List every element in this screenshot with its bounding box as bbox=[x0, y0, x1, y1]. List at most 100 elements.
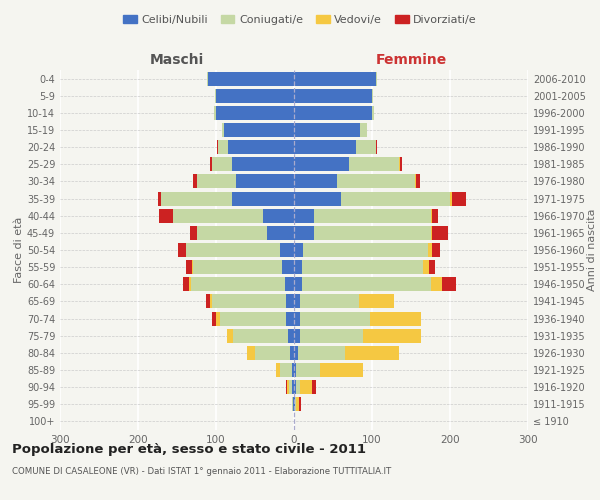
Bar bbox=[300, 294, 359, 308]
Bar bbox=[376, 72, 377, 86]
Bar bbox=[292, 363, 294, 377]
Bar bbox=[185, 260, 192, 274]
Bar bbox=[431, 208, 432, 222]
Bar bbox=[187, 243, 280, 257]
Bar bbox=[283, 260, 294, 274]
Bar bbox=[286, 294, 294, 308]
Bar bbox=[296, 363, 320, 377]
Text: Anni di nascita: Anni di nascita bbox=[587, 209, 597, 291]
Bar bbox=[294, 312, 300, 326]
Bar bbox=[290, 346, 294, 360]
Bar bbox=[216, 106, 294, 120]
Bar bbox=[183, 278, 190, 291]
Bar bbox=[286, 312, 294, 326]
Bar bbox=[161, 192, 232, 205]
Text: Femmine: Femmine bbox=[376, 54, 446, 68]
Bar bbox=[216, 312, 220, 326]
Bar bbox=[206, 294, 210, 308]
Text: COMUNE DI CASALEONE (VR) - Dati ISTAT 1° gennaio 2011 - Elaborazione TUTTITALIA.: COMUNE DI CASALEONE (VR) - Dati ISTAT 1°… bbox=[12, 468, 391, 476]
Bar bbox=[294, 363, 296, 377]
Bar bbox=[210, 294, 212, 308]
Bar bbox=[294, 208, 314, 222]
Bar bbox=[360, 123, 367, 137]
Bar bbox=[212, 312, 216, 326]
Bar bbox=[359, 294, 394, 308]
Bar bbox=[294, 123, 360, 137]
Bar bbox=[296, 380, 300, 394]
Bar bbox=[293, 398, 294, 411]
Bar bbox=[294, 140, 356, 154]
Bar bbox=[280, 243, 294, 257]
Bar bbox=[294, 88, 372, 102]
Bar bbox=[416, 174, 419, 188]
Bar bbox=[372, 106, 374, 120]
Bar bbox=[431, 278, 442, 291]
Bar bbox=[192, 260, 193, 274]
Bar bbox=[185, 243, 187, 257]
Bar bbox=[298, 346, 344, 360]
Bar bbox=[255, 346, 290, 360]
Bar bbox=[299, 398, 301, 411]
Bar bbox=[286, 380, 287, 394]
Bar bbox=[431, 226, 432, 240]
Bar bbox=[288, 328, 294, 342]
Bar bbox=[190, 226, 197, 240]
Text: Maschi: Maschi bbox=[150, 54, 204, 68]
Bar bbox=[294, 226, 314, 240]
Bar bbox=[432, 208, 438, 222]
Bar bbox=[314, 226, 431, 240]
Bar bbox=[233, 328, 288, 342]
Bar bbox=[356, 140, 376, 154]
Bar bbox=[218, 140, 228, 154]
Bar bbox=[432, 226, 448, 240]
Bar bbox=[266, 226, 294, 240]
Bar bbox=[214, 106, 216, 120]
Bar bbox=[400, 158, 403, 172]
Bar bbox=[312, 380, 316, 394]
Bar bbox=[362, 328, 421, 342]
Bar bbox=[294, 72, 376, 86]
Bar bbox=[370, 312, 421, 326]
Bar bbox=[276, 363, 280, 377]
Bar bbox=[320, 363, 362, 377]
Bar bbox=[349, 158, 400, 172]
Bar bbox=[300, 380, 312, 394]
Bar bbox=[222, 123, 224, 137]
Bar bbox=[212, 158, 232, 172]
Bar bbox=[247, 346, 255, 360]
Bar bbox=[415, 174, 416, 188]
Bar bbox=[294, 260, 302, 274]
Bar bbox=[376, 140, 377, 154]
Bar bbox=[232, 158, 294, 172]
Bar bbox=[423, 260, 429, 274]
Bar bbox=[210, 158, 212, 172]
Bar bbox=[432, 243, 440, 257]
Bar bbox=[193, 174, 197, 188]
Bar bbox=[294, 294, 300, 308]
Bar bbox=[294, 346, 298, 360]
Bar bbox=[159, 208, 173, 222]
Bar bbox=[337, 174, 415, 188]
Bar bbox=[224, 123, 294, 137]
Bar bbox=[304, 243, 428, 257]
Bar bbox=[228, 140, 294, 154]
Bar bbox=[208, 72, 294, 86]
Bar bbox=[193, 260, 283, 274]
Bar bbox=[190, 278, 191, 291]
Bar bbox=[450, 192, 452, 205]
Bar bbox=[344, 346, 400, 360]
Bar bbox=[302, 278, 431, 291]
Y-axis label: Fasce di età: Fasce di età bbox=[14, 217, 24, 283]
Bar bbox=[235, 174, 294, 188]
Bar bbox=[428, 243, 432, 257]
Bar bbox=[287, 380, 289, 394]
Bar bbox=[296, 398, 299, 411]
Bar bbox=[292, 398, 293, 411]
Bar bbox=[294, 106, 372, 120]
Bar bbox=[294, 398, 295, 411]
Bar bbox=[232, 192, 294, 205]
Bar bbox=[157, 192, 161, 205]
Bar bbox=[284, 278, 294, 291]
Bar bbox=[173, 208, 263, 222]
Bar bbox=[429, 260, 435, 274]
